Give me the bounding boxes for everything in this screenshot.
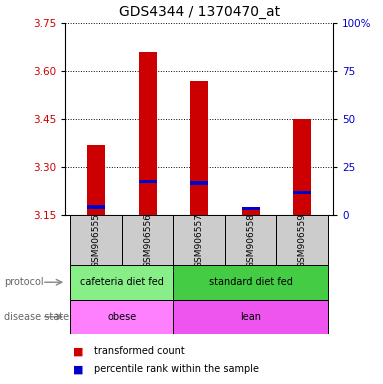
Text: protocol: protocol [4,277,43,287]
Text: GSM906558: GSM906558 [246,212,255,268]
Text: ■: ■ [73,346,83,356]
Bar [173,215,225,265]
Bar [122,215,173,265]
Bar [139,180,157,183]
Bar [190,181,208,185]
Text: GSM906556: GSM906556 [143,212,152,268]
Text: transformed count: transformed count [94,346,185,356]
Bar [277,215,328,265]
Bar [87,145,105,215]
Bar [87,205,105,209]
Bar [293,191,311,194]
Bar [242,207,260,210]
Text: disease state: disease state [4,312,69,322]
Bar [173,265,328,300]
Text: percentile rank within the sample: percentile rank within the sample [94,364,259,374]
Text: obese: obese [107,312,136,322]
Title: GDS4344 / 1370470_at: GDS4344 / 1370470_at [119,5,280,19]
Bar [70,215,122,265]
Text: ■: ■ [73,364,83,374]
Text: lean: lean [240,312,261,322]
Bar [139,52,157,215]
Text: standard diet fed: standard diet fed [209,277,293,287]
Bar [225,215,277,265]
Bar [242,207,260,215]
Bar [293,119,311,215]
Text: GSM906559: GSM906559 [298,212,307,268]
Bar [190,81,208,215]
Text: GSM906555: GSM906555 [92,212,101,268]
Text: GSM906557: GSM906557 [195,212,204,268]
Bar [70,265,173,300]
Bar [173,300,328,334]
Text: cafeteria diet fed: cafeteria diet fed [80,277,164,287]
Bar [70,300,173,334]
